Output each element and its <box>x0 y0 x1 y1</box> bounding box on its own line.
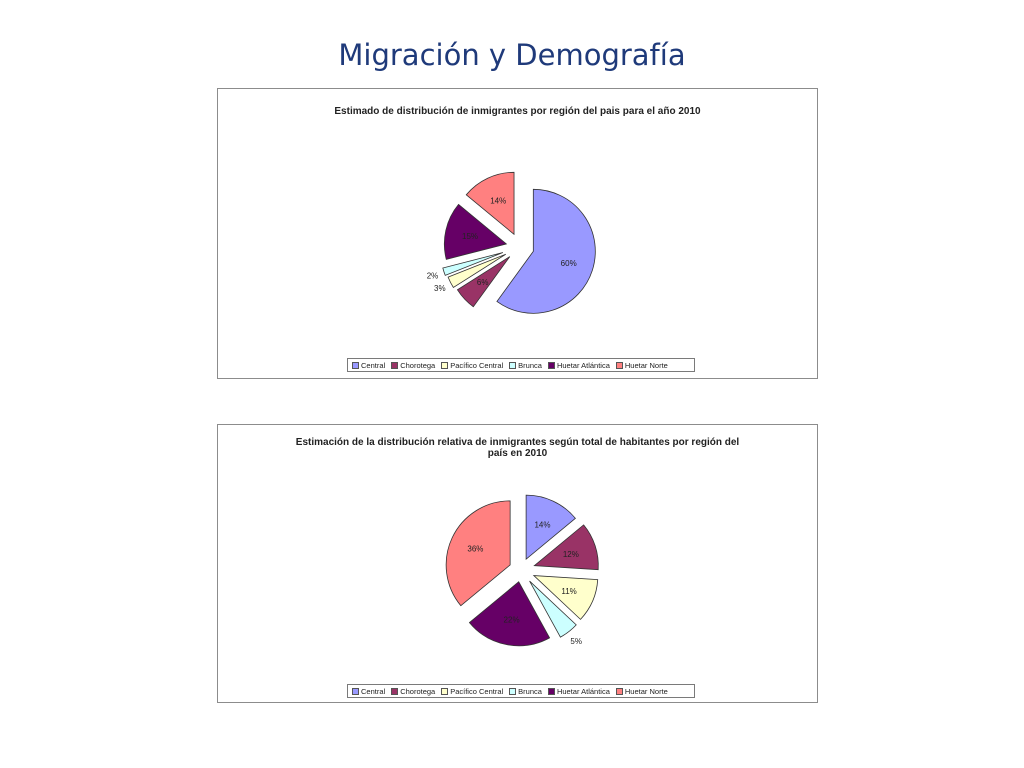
pie-label: 15% <box>462 232 478 241</box>
legend-item: Brunca <box>509 361 542 370</box>
pie-slice-central <box>496 188 596 314</box>
pie-label: 6% <box>477 278 489 287</box>
chart-panel-1: Estimado de distribución de inmigrantes … <box>217 88 818 379</box>
pie-slice-huetar-atlantica <box>443 203 508 260</box>
legend-label: Central <box>361 360 386 370</box>
pie-slice-central <box>525 494 576 560</box>
pie-chart-1: 60% 6% 3% 2% 15% 14% <box>427 171 596 314</box>
pie-slice-pacifico-central <box>532 575 599 620</box>
legend-swatch <box>391 361 399 369</box>
legend-swatch <box>615 687 623 695</box>
legend-item: Chorotega <box>391 361 435 370</box>
legend-label: Huetar Norte <box>624 686 668 696</box>
pie-slice-huetar-norte <box>465 171 515 236</box>
legend-item: Pacífico Central <box>441 687 503 696</box>
pie-slice-huetar-atlantica <box>468 581 551 647</box>
legend-swatch <box>352 361 359 369</box>
legend-label: Chorotega <box>400 360 436 370</box>
pie-slice-pacifico-central <box>447 253 506 289</box>
pie-slice-brunca <box>529 580 577 638</box>
chart-title-2: Estimación de la distribución relativa d… <box>218 437 817 459</box>
slide-title: Migración y Demografía <box>338 38 686 72</box>
legend-swatch <box>391 687 399 695</box>
pie-slice-chorotega <box>533 524 599 571</box>
legend-label: Huetar Norte <box>624 360 668 370</box>
legend-label: Huetar Atlántica <box>556 686 610 696</box>
chart-panel-2: Estimación de la distribución relativa d… <box>217 424 818 703</box>
pie-label: 3% <box>434 284 446 293</box>
pie-slice-chorotega <box>456 256 511 308</box>
legend-swatch <box>547 687 555 695</box>
pie-label: 11% <box>561 587 576 596</box>
chart-legend-2: Central Chorotega Pacífico Central Brunca Hu… <box>347 684 695 698</box>
chart-legend-1: Central Chorotega Pacífico Central Brunca Hu… <box>347 358 695 372</box>
legend-item: Huetar Atlántica <box>547 360 610 370</box>
chart-title-1: Estimado de distribución de inmigrantes … <box>334 106 701 117</box>
legend-swatch <box>441 361 449 369</box>
pie-label: 36% <box>467 545 483 554</box>
legend-swatch <box>509 687 517 695</box>
legend-swatch <box>547 361 555 369</box>
pie-label: 14% <box>534 520 550 529</box>
legend-label: Brunca <box>518 360 542 370</box>
pie-slice-brunca <box>442 252 504 276</box>
chart-title-2-line-2: país en 2010 <box>487 448 548 459</box>
pie-label: 2% <box>427 271 439 280</box>
pie-label: 60% <box>561 259 577 268</box>
pie-label: 14% <box>490 197 506 206</box>
legend-item: Central <box>352 361 385 370</box>
legend-label: Pacífico Central <box>450 360 504 370</box>
pie-label: 12% <box>563 550 579 559</box>
legend-item: Brunca <box>509 687 542 696</box>
pie-label: 22% <box>504 616 520 625</box>
pie-chart-2: 14% 12% 11% 5% 22% 36% <box>445 494 599 647</box>
pie-slice-huetar-norte <box>445 500 511 607</box>
legend-label: Brunca <box>518 686 542 696</box>
chart-title-2-line-1: Estimación de la distribución relativa d… <box>295 437 740 448</box>
legend-label: Huetar Atlántica <box>556 360 610 370</box>
legend-item: Central <box>352 687 385 696</box>
legend-label: Chorotega <box>400 686 436 696</box>
pie-label: 5% <box>570 637 582 646</box>
legend-label: Central <box>361 686 386 696</box>
legend-item: Pacífico Central <box>441 361 503 370</box>
legend-swatch <box>615 361 623 369</box>
legend-label: Pacífico Central <box>450 686 504 696</box>
legend-swatch <box>352 687 359 695</box>
legend-item: Chorotega <box>391 687 435 696</box>
legend-swatch <box>509 361 517 369</box>
legend-item: Huetar Norte <box>615 686 668 696</box>
legend-swatch <box>441 687 449 695</box>
legend-item: Huetar Atlántica <box>547 686 610 696</box>
legend-item: Huetar Norte <box>615 360 668 370</box>
